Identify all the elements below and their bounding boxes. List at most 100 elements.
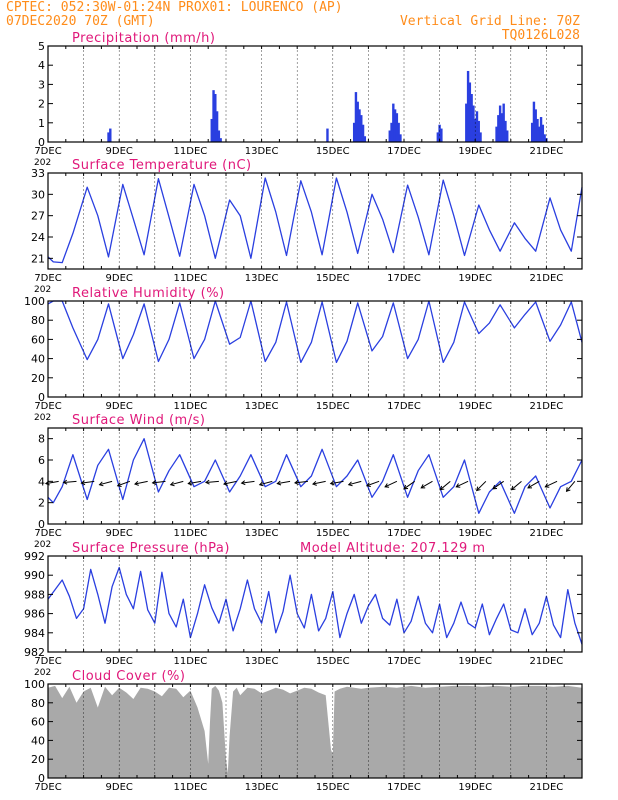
cloud-xtick-label: 13DEC [245, 782, 279, 793]
temp-xtick-label: 11DEC [174, 273, 208, 284]
precip-bar [354, 92, 358, 142]
precip-bar [539, 117, 543, 142]
rh-line [47, 300, 583, 364]
wind-arrow-head [134, 480, 139, 486]
wind-arrow-shaft [277, 480, 291, 485]
wind-ytick-label: 8 [38, 433, 45, 446]
wind-arrow-shaft [223, 480, 237, 485]
rh-xtick-label: 21DEC [530, 401, 564, 412]
rh-ytick-label: 60 [31, 333, 45, 346]
precip-bar [543, 134, 546, 142]
wind-arrow-shaft [348, 480, 362, 486]
precip-bar [506, 130, 509, 142]
precip-bar [210, 118, 213, 142]
rh-panel: 0 20 40 60 80 100 7DEC 9DEC 11DEC 13DEC 15DEC 17DEC… [24, 286, 583, 423]
wind-arrow-shaft [99, 480, 113, 486]
wind-arrow-head [258, 481, 264, 487]
temp-line [47, 177, 583, 264]
temp-ytick-label: 33 [31, 167, 45, 180]
header-station: CPTEC: 052:30W-01:24N PROX01: LOURENCO (… [6, 0, 343, 15]
pressure-xtick-label: 17DEC [387, 656, 421, 667]
pressure-frame [47, 555, 583, 653]
wind-arrow-shaft [117, 480, 131, 487]
pressure-ytick-label: 992 [24, 550, 45, 563]
wind-arrow-shaft [134, 480, 148, 485]
wind-line [47, 438, 583, 514]
wind-arrow-head [384, 483, 390, 488]
precip-ytick-label: 0 [38, 136, 45, 149]
pressure-ytick-label: 986 [24, 608, 45, 621]
precip-bar [468, 82, 472, 142]
wind-arrow-shaft [511, 480, 522, 491]
temp-panel: 21 24 27 30 33 7DEC 9DEC 11DEC 13DEC 15DEC 17DEC 19… [31, 158, 583, 295]
wind-arrow-head [439, 485, 445, 491]
pressure-ytick-label: 984 [24, 627, 45, 640]
precip-bar [502, 103, 505, 142]
rh-xtick-label: 11DEC [174, 401, 208, 412]
rh-ytick-label: 20 [31, 372, 45, 385]
precip-bar [440, 128, 443, 142]
cloud-ytick-label: 100 [24, 678, 45, 691]
precip-ytick-label: 5 [38, 40, 45, 53]
precip-bar [500, 113, 504, 142]
rh-ytick-label: 80 [31, 314, 45, 327]
wind-arrow-head [276, 480, 282, 486]
precip-bar [397, 122, 400, 142]
temp-xtick-label: 15DEC [316, 273, 350, 284]
wind-arrow-shaft [63, 480, 77, 483]
temp-xtick-label: 7DEC [34, 273, 61, 284]
pressure-ytick-label: 988 [24, 588, 45, 601]
precip-xtick-label: 21DEC [530, 146, 564, 157]
temp-title: Surface Temperature (nC) [72, 158, 252, 173]
temp-xtick-label: 13DEC [245, 273, 279, 284]
header-model-id: TQ0126L028 [502, 28, 580, 43]
precip-bar [479, 132, 482, 142]
wind-arrow-head [544, 483, 550, 488]
wind-panel: 0 2 4 6 8 7DEC 9DEC 11DEC 13DEC 15DEC 17DEC 19DEC 21… [34, 413, 583, 550]
wind-arrow-shaft [294, 480, 308, 484]
precip-bar [361, 124, 365, 142]
wind-arrow-shaft [420, 480, 433, 489]
precip-bar [534, 109, 537, 142]
rh-title: Relative Humidity (%) [72, 286, 225, 301]
wind-arrow-shaft [312, 480, 326, 485]
rh-xtick-label: 17DEC [387, 401, 421, 412]
precip-bar [504, 120, 507, 142]
wind-title: Surface Wind (m/s) [72, 413, 205, 428]
wind-arrow-shaft [456, 480, 469, 488]
temp-ytick-label: 21 [31, 252, 45, 265]
wind-xtick-label: 7DEC [34, 528, 61, 539]
pressure-ytick-label: 982 [24, 646, 45, 659]
temp-xtick-label: 19DEC [458, 273, 492, 284]
precip-bar [358, 109, 361, 142]
pressure-year-label: 202 [34, 668, 51, 678]
wind-xtick-label: 11DEC [174, 528, 208, 539]
precip-xtick-label: 11DEC [174, 146, 208, 157]
wind-arrow-shaft [492, 480, 504, 490]
wind-ytick-label: 4 [38, 475, 45, 488]
wind-arrow-shaft [527, 480, 540, 489]
precip-bar [395, 113, 399, 142]
wind-arrow-shaft [170, 480, 184, 486]
precip-bar [530, 122, 534, 142]
pressure-title: Surface Pressure (hPa) [72, 541, 230, 556]
wind-arrow-head [347, 481, 353, 487]
precip-bar [495, 126, 498, 142]
precip-xtick-label: 15DEC [316, 146, 350, 157]
cloud-area [48, 685, 582, 778]
wind-arrow-shaft [205, 480, 219, 483]
wind-arrow-shaft [545, 480, 558, 488]
precip-bar [536, 118, 539, 142]
precip-xtick-label: 7DEC [34, 146, 61, 157]
pressure-xtick-label: 19DEC [458, 656, 492, 667]
wind-arrow-head [312, 480, 317, 486]
wind-arrow-head [365, 482, 371, 488]
precip-bar [438, 124, 441, 142]
temp-frame [47, 172, 583, 270]
cloud-ytick-label: 20 [31, 753, 45, 766]
wind-arrow-head [476, 486, 481, 492]
pressure-panel: 982 984 986 988 990 992 7DEC 9DEC 11DEC 13DEC 15DE… [24, 541, 583, 678]
rh-xtick-label: 15DEC [316, 401, 350, 412]
